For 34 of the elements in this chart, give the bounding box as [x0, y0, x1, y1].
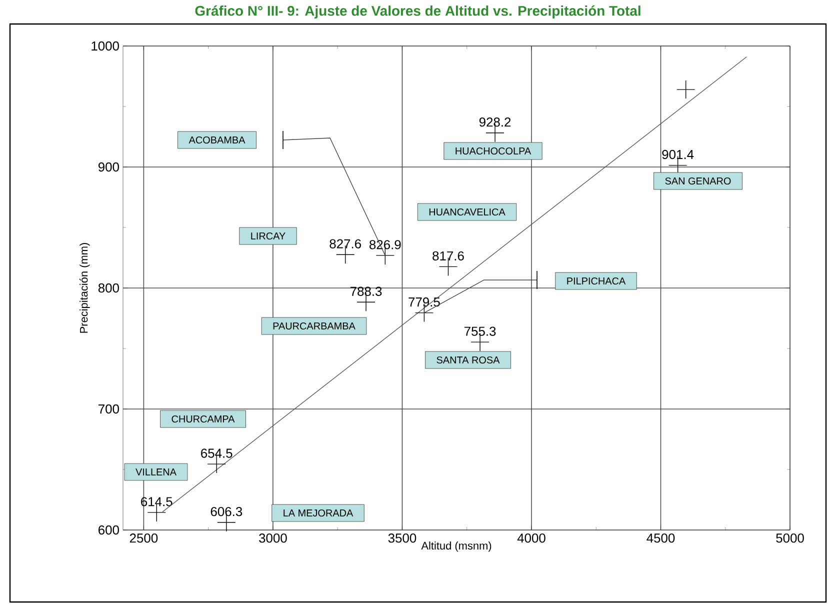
data-label: 901.4 — [662, 150, 694, 160]
annotation: VILLENA — [136, 468, 176, 476]
x-tick-label: 3500 — [388, 534, 416, 543]
data-label: 817.6 — [432, 251, 464, 260]
annotation: ACOBAMBA — [188, 136, 246, 144]
annotation: CHURCAMPA — [172, 415, 235, 423]
data-label: 654.5 — [201, 448, 232, 458]
data-label: 928.2 — [479, 117, 511, 127]
annotation: HUACHOCOLPA — [456, 147, 532, 155]
x-tick-label: 5000 — [776, 534, 804, 543]
annotation: SAN GENARO — [665, 177, 731, 185]
annotation: PILPICHACA — [567, 277, 626, 285]
point — [676, 80, 696, 99]
annotation: SANTA ROSA — [436, 356, 500, 364]
y-tick-label: 600 — [98, 525, 119, 535]
y-tick-label: 800 — [98, 283, 119, 293]
data-label: 827.6 — [330, 239, 361, 248]
y-axis-title: Precipitación (mm) — [80, 243, 90, 333]
x-tick-label: 4500 — [646, 534, 675, 543]
x-axis-title: Altitud (msnm) — [421, 542, 492, 552]
data-label: 606.3 — [210, 506, 242, 516]
annotation: LA MEJORADA — [284, 509, 354, 517]
y-tick-label: 900 — [98, 162, 119, 172]
y-tick-label: 1000 — [92, 41, 119, 51]
annotation: PAURCARBAMBA — [273, 322, 356, 330]
chart-title: Gráfico N° III- 9: Ajuste de Valores de Altitud vs. Precipitación Total — [195, 5, 640, 19]
annotation: HUANCAVELICA — [429, 208, 506, 216]
annotation: LIRCAY — [251, 232, 286, 240]
x-tick-label: 3000 — [259, 534, 287, 543]
x-tick-label: 4000 — [517, 534, 546, 543]
data-label: 755.3 — [464, 326, 496, 336]
x-tick-label: 2500 — [130, 534, 158, 543]
y-tick-label: 700 — [98, 404, 119, 414]
data-label: 788.3 — [350, 286, 382, 296]
